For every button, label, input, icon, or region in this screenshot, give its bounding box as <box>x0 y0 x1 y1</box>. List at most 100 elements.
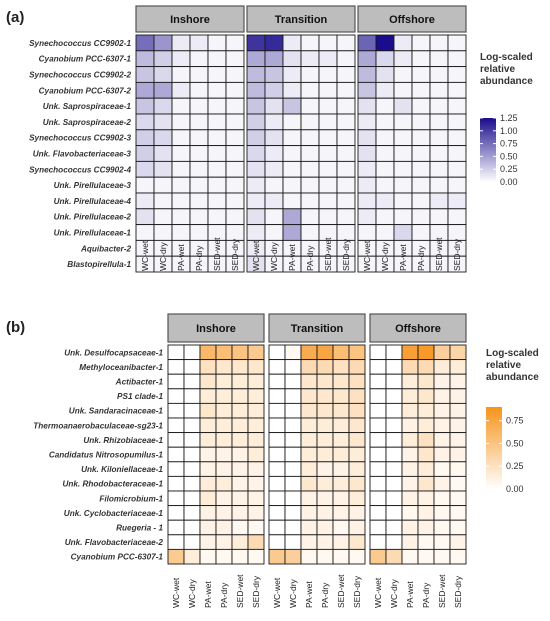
heatmap-cell <box>135 97 155 115</box>
heatmap-cell <box>316 388 334 404</box>
heatmap-cell <box>318 160 338 178</box>
legend-gradient-slice <box>480 138 496 141</box>
heatmap-cell <box>167 388 185 404</box>
heatmap-cell <box>393 160 413 178</box>
legend-gradient-slice <box>486 409 502 412</box>
heatmap-cell <box>199 402 217 419</box>
heatmap-cell <box>246 145 266 162</box>
heatmap-cell <box>447 192 467 210</box>
heatmap-cell <box>231 344 249 361</box>
heatmap-cell <box>316 548 334 565</box>
heatmap-cell <box>264 97 284 115</box>
legend-gradient-slice <box>486 433 502 437</box>
heatmap-cell <box>369 490 387 507</box>
column-label: SED-dry <box>352 575 362 608</box>
heatmap-cell <box>284 344 302 361</box>
heatmap-cell <box>385 344 403 361</box>
heatmap-cell <box>215 548 233 565</box>
heatmap-cell <box>282 192 302 210</box>
legend-gradient-slice <box>480 167 496 170</box>
heatmap-cell <box>375 129 395 147</box>
heatmap-cell <box>215 505 233 521</box>
heatmap-cell <box>246 129 266 147</box>
facet-strip <box>357 5 467 33</box>
legend-gradient-slice <box>480 166 496 169</box>
heatmap-cell <box>433 432 451 448</box>
heatmap-cell <box>316 402 334 419</box>
legend-gradient-slice <box>480 164 496 167</box>
row-label: Unk. Pirellulaceae-3 <box>54 181 132 190</box>
row-label: Unk. Pirellulaceae-2 <box>54 213 132 222</box>
legend-gradient-slice <box>486 439 502 443</box>
heatmap-cell <box>385 505 403 521</box>
heatmap-cell <box>401 505 419 521</box>
heatmap-cell <box>393 50 413 68</box>
heatmap-cell <box>411 66 431 83</box>
heatmap-cell <box>282 66 302 83</box>
facet-strip <box>167 313 265 343</box>
heatmap-cell <box>199 359 217 375</box>
heatmap-cell <box>282 113 302 131</box>
row-label: Blastopirellula-1 <box>67 260 131 269</box>
heatmap-cell <box>183 446 201 463</box>
heatmap-cell <box>300 160 320 178</box>
column-label: SED-wet <box>434 237 444 271</box>
heatmap-cell <box>300 446 318 463</box>
heatmap-cell <box>247 359 265 375</box>
heatmap-cell <box>369 475 387 492</box>
column-label: SED-wet <box>235 574 245 608</box>
legend-gradient-slice <box>480 129 496 132</box>
heatmap-cell <box>357 113 377 131</box>
heatmap-cell <box>357 160 377 178</box>
heatmap-cell <box>231 373 249 390</box>
heatmap-cell <box>300 129 320 147</box>
heatmap-cell <box>215 402 233 419</box>
heatmap-cell <box>199 373 217 390</box>
heatmap-cell <box>171 113 191 131</box>
heatmap-cell <box>447 50 467 68</box>
heatmap-cell <box>215 534 233 550</box>
heatmap-cell <box>268 490 286 507</box>
heatmap-cell <box>300 344 318 361</box>
legend-gradient-slice <box>486 417 502 420</box>
heatmap-cell <box>348 373 366 390</box>
heatmap-cell <box>385 490 403 507</box>
legend-gradient-slice <box>486 486 502 490</box>
legend-gradient-slice <box>480 119 496 122</box>
heatmap-cell <box>264 208 284 226</box>
heatmap-cell <box>246 97 266 115</box>
heatmap-cell <box>183 373 201 390</box>
heatmap-cell <box>375 66 395 83</box>
heatmap-cell <box>135 129 155 147</box>
heatmap-cell <box>375 160 395 178</box>
heatmap-cell <box>375 224 395 241</box>
facet-label: Transition <box>275 14 328 26</box>
heatmap-cell <box>348 388 366 404</box>
heatmap-cell <box>189 224 209 241</box>
heatmap-cell <box>199 388 217 404</box>
heatmap-cell <box>433 534 451 550</box>
heatmap-cell <box>167 432 185 448</box>
heatmap-cell <box>348 505 366 521</box>
heatmap-cell <box>183 534 201 550</box>
heatmap-cell <box>215 461 233 477</box>
heatmap-cell <box>433 344 451 361</box>
heatmap-cell <box>246 113 266 131</box>
row-label: Unk. Desulfocapsaceae-1 <box>64 348 163 357</box>
heatmap-cell <box>385 461 403 477</box>
heatmap-cell <box>417 344 435 361</box>
heatmap-cell <box>135 224 155 241</box>
legend-tick-label: 1.25 <box>500 113 518 123</box>
legend-gradient-slice <box>486 472 502 476</box>
heatmap-cell <box>247 344 265 361</box>
legend-gradient-slice <box>480 145 496 148</box>
legend-gradient-slice <box>486 429 502 433</box>
heatmap-cell <box>167 446 185 463</box>
heatmap-cell <box>417 519 435 536</box>
facet-strip <box>135 5 245 33</box>
heatmap-cell <box>375 145 395 162</box>
heatmap-cell <box>246 66 266 83</box>
heatmap-cell <box>369 402 387 419</box>
heatmap-cell <box>183 402 201 419</box>
heatmap-cell <box>231 359 249 375</box>
